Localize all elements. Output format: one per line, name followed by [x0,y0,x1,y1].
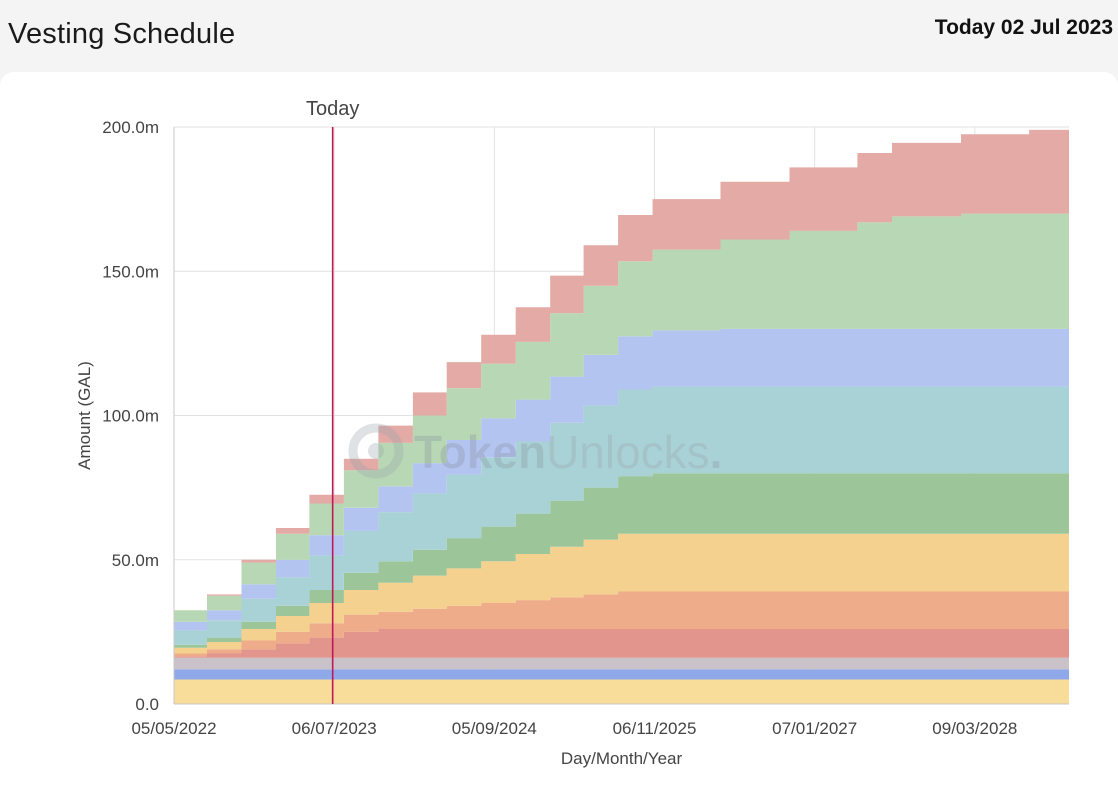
vesting-chart[interactable]: TokenUnlocks. 0.0 50.0m 100.0m 150.0m 200.0m… [0,72,1118,799]
series-area-1[interactable] [174,679,1069,705]
x-tick-label: 09/03/2028 [932,719,1017,738]
series-area-6[interactable] [174,533,1069,654]
series-area-5[interactable] [174,591,1069,657]
x-tick-label: 06/07/2023 [292,719,377,738]
series-area-11[interactable] [174,127,1069,611]
y-axis-title: Amount (GAL) [75,361,94,470]
y-tick-label: 100.0m [102,407,159,426]
chart-card: TokenUnlocks. 0.0 50.0m 100.0m 150.0m 200.0m… [0,72,1118,799]
page-header: Vesting Schedule Today 02 Jul 2023 [0,0,1118,70]
y-tick-label: 0.0 [135,695,159,714]
series-area-8[interactable] [174,386,1069,645]
series-area-7[interactable] [174,473,1069,648]
today-marker: Today [306,98,359,704]
today-marker-label: Today [306,98,359,120]
watermark-brand-bold: Token [414,426,546,478]
x-tick-label: 06/11/2025 [613,719,697,738]
watermark: TokenUnlocks. [348,423,722,479]
watermark-text: TokenUnlocks. [414,426,722,478]
chart-areas [174,127,1069,704]
series-area-2[interactable] [174,669,1069,680]
tokenunlocks-logo-icon [348,423,404,479]
y-tick-label: 50.0m [112,551,159,570]
x-axis-title: Day/Month/Year [561,749,683,768]
y-tick-label: 150.0m [102,262,159,281]
series-area-3[interactable] [174,657,1069,670]
series-area-4[interactable] [174,629,1069,658]
page-title: Vesting Schedule [8,18,236,50]
series-area-10[interactable] [174,213,1069,622]
x-tick-label: 05/09/2024 [452,719,537,738]
watermark-brand-light: Unlocks [546,426,710,478]
y-tick-label: 200.0m [102,118,159,137]
today-date-label: Today 02 Jul 2023 [934,16,1113,39]
watermark-dot: . [710,426,723,478]
chart-axes: 0.0 50.0m 100.0m 150.0m 200.0m 05/05/2022 06/0… [75,118,1069,768]
series-area-9[interactable] [174,328,1069,631]
x-tick-label: 05/05/2022 [131,719,216,738]
x-tick-label: 07/01/2027 [772,719,857,738]
